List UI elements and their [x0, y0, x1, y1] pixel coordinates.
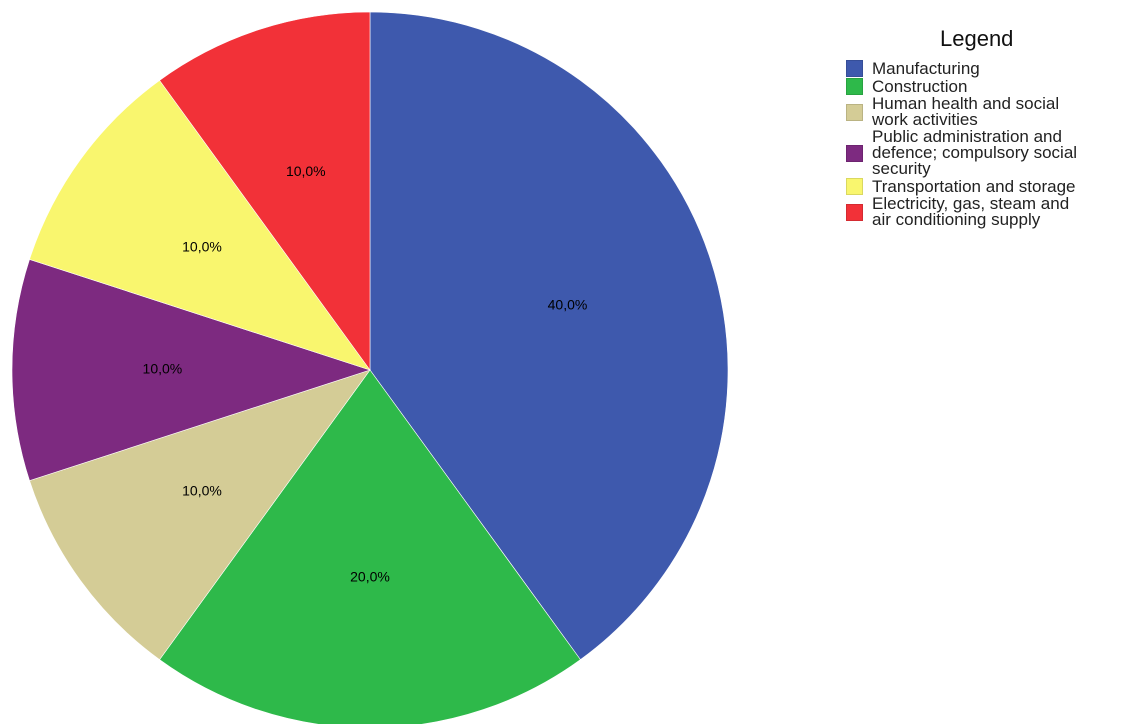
- legend-label: Construction: [872, 76, 968, 96]
- legend-item: Electricity, gas, steam and air condition…: [846, 194, 1146, 229]
- legend-label-line: defence; compulsory social: [872, 143, 1078, 162]
- legend-item: Public administration and defence; compul…: [846, 127, 1146, 178]
- legend-swatch: [846, 103, 863, 121]
- legend-swatch: [846, 78, 863, 95]
- legend-label-line: Human health and social: [872, 94, 1060, 113]
- legend-label-line: Electricity, gas, steam and: [872, 194, 1070, 213]
- legend-label: Public administration and defence; compul…: [872, 127, 1078, 178]
- slice-data-label: 10,0%: [182, 239, 222, 255]
- legend-swatch: [846, 178, 863, 195]
- legend-title: Legend: [940, 26, 1014, 51]
- slice-data-label: 10,0%: [286, 163, 326, 179]
- legend-item: Human health and social work activities: [846, 94, 1146, 129]
- legend-label-line: air conditioning supply: [872, 210, 1041, 229]
- legend-label-line: Public administration and: [872, 127, 1062, 146]
- legend-items: Manufacturing Construction Human health an…: [846, 60, 1146, 228]
- legend-label-line: work activities: [872, 110, 978, 129]
- legend-item: Construction: [846, 78, 1146, 95]
- slice-data-label: 40,0%: [548, 297, 588, 313]
- legend-label: Manufacturing: [872, 58, 980, 78]
- legend-item: Transportation and storage: [846, 178, 1146, 195]
- pie-slice-transportation-and-storage: [29, 79, 371, 371]
- pie-chart: 40,0% 20,0% 10,0% 10,0% 10,0% 10,0%: [11, 11, 729, 724]
- pie-slice-public-administration-and-defence-compulsory-social-security: [11, 258, 371, 482]
- slice-data-label: 10,0%: [143, 361, 183, 377]
- legend-label-line: security: [872, 159, 931, 178]
- pie-slice-construction: [159, 369, 581, 724]
- legend-label-line: Construction: [872, 76, 968, 96]
- legend-label: Transportation and storage: [872, 176, 1076, 196]
- legend: Legend Manufacturing Construction Human he…: [846, 26, 1146, 229]
- pie-slice-manufacturing: [369, 11, 729, 661]
- legend-label: Electricity, gas, steam and air condition…: [872, 194, 1070, 229]
- pie-slice-human-health-and-social-work-activities: [29, 369, 371, 661]
- legend-swatch: [846, 203, 863, 221]
- legend-swatch: [846, 144, 863, 162]
- legend-label-line: Manufacturing: [872, 58, 980, 78]
- legend-swatch: [846, 60, 863, 77]
- pie-slice-electricity-gas-steam-and-air-conditioning-supply: [159, 11, 371, 371]
- slice-data-label: 10,0%: [182, 483, 222, 499]
- legend-label-line: Transportation and storage: [872, 176, 1076, 196]
- legend-label: Human health and social work activities: [872, 94, 1060, 129]
- legend-item: Manufacturing: [846, 60, 1146, 77]
- slice-data-label: 20,0%: [350, 568, 390, 584]
